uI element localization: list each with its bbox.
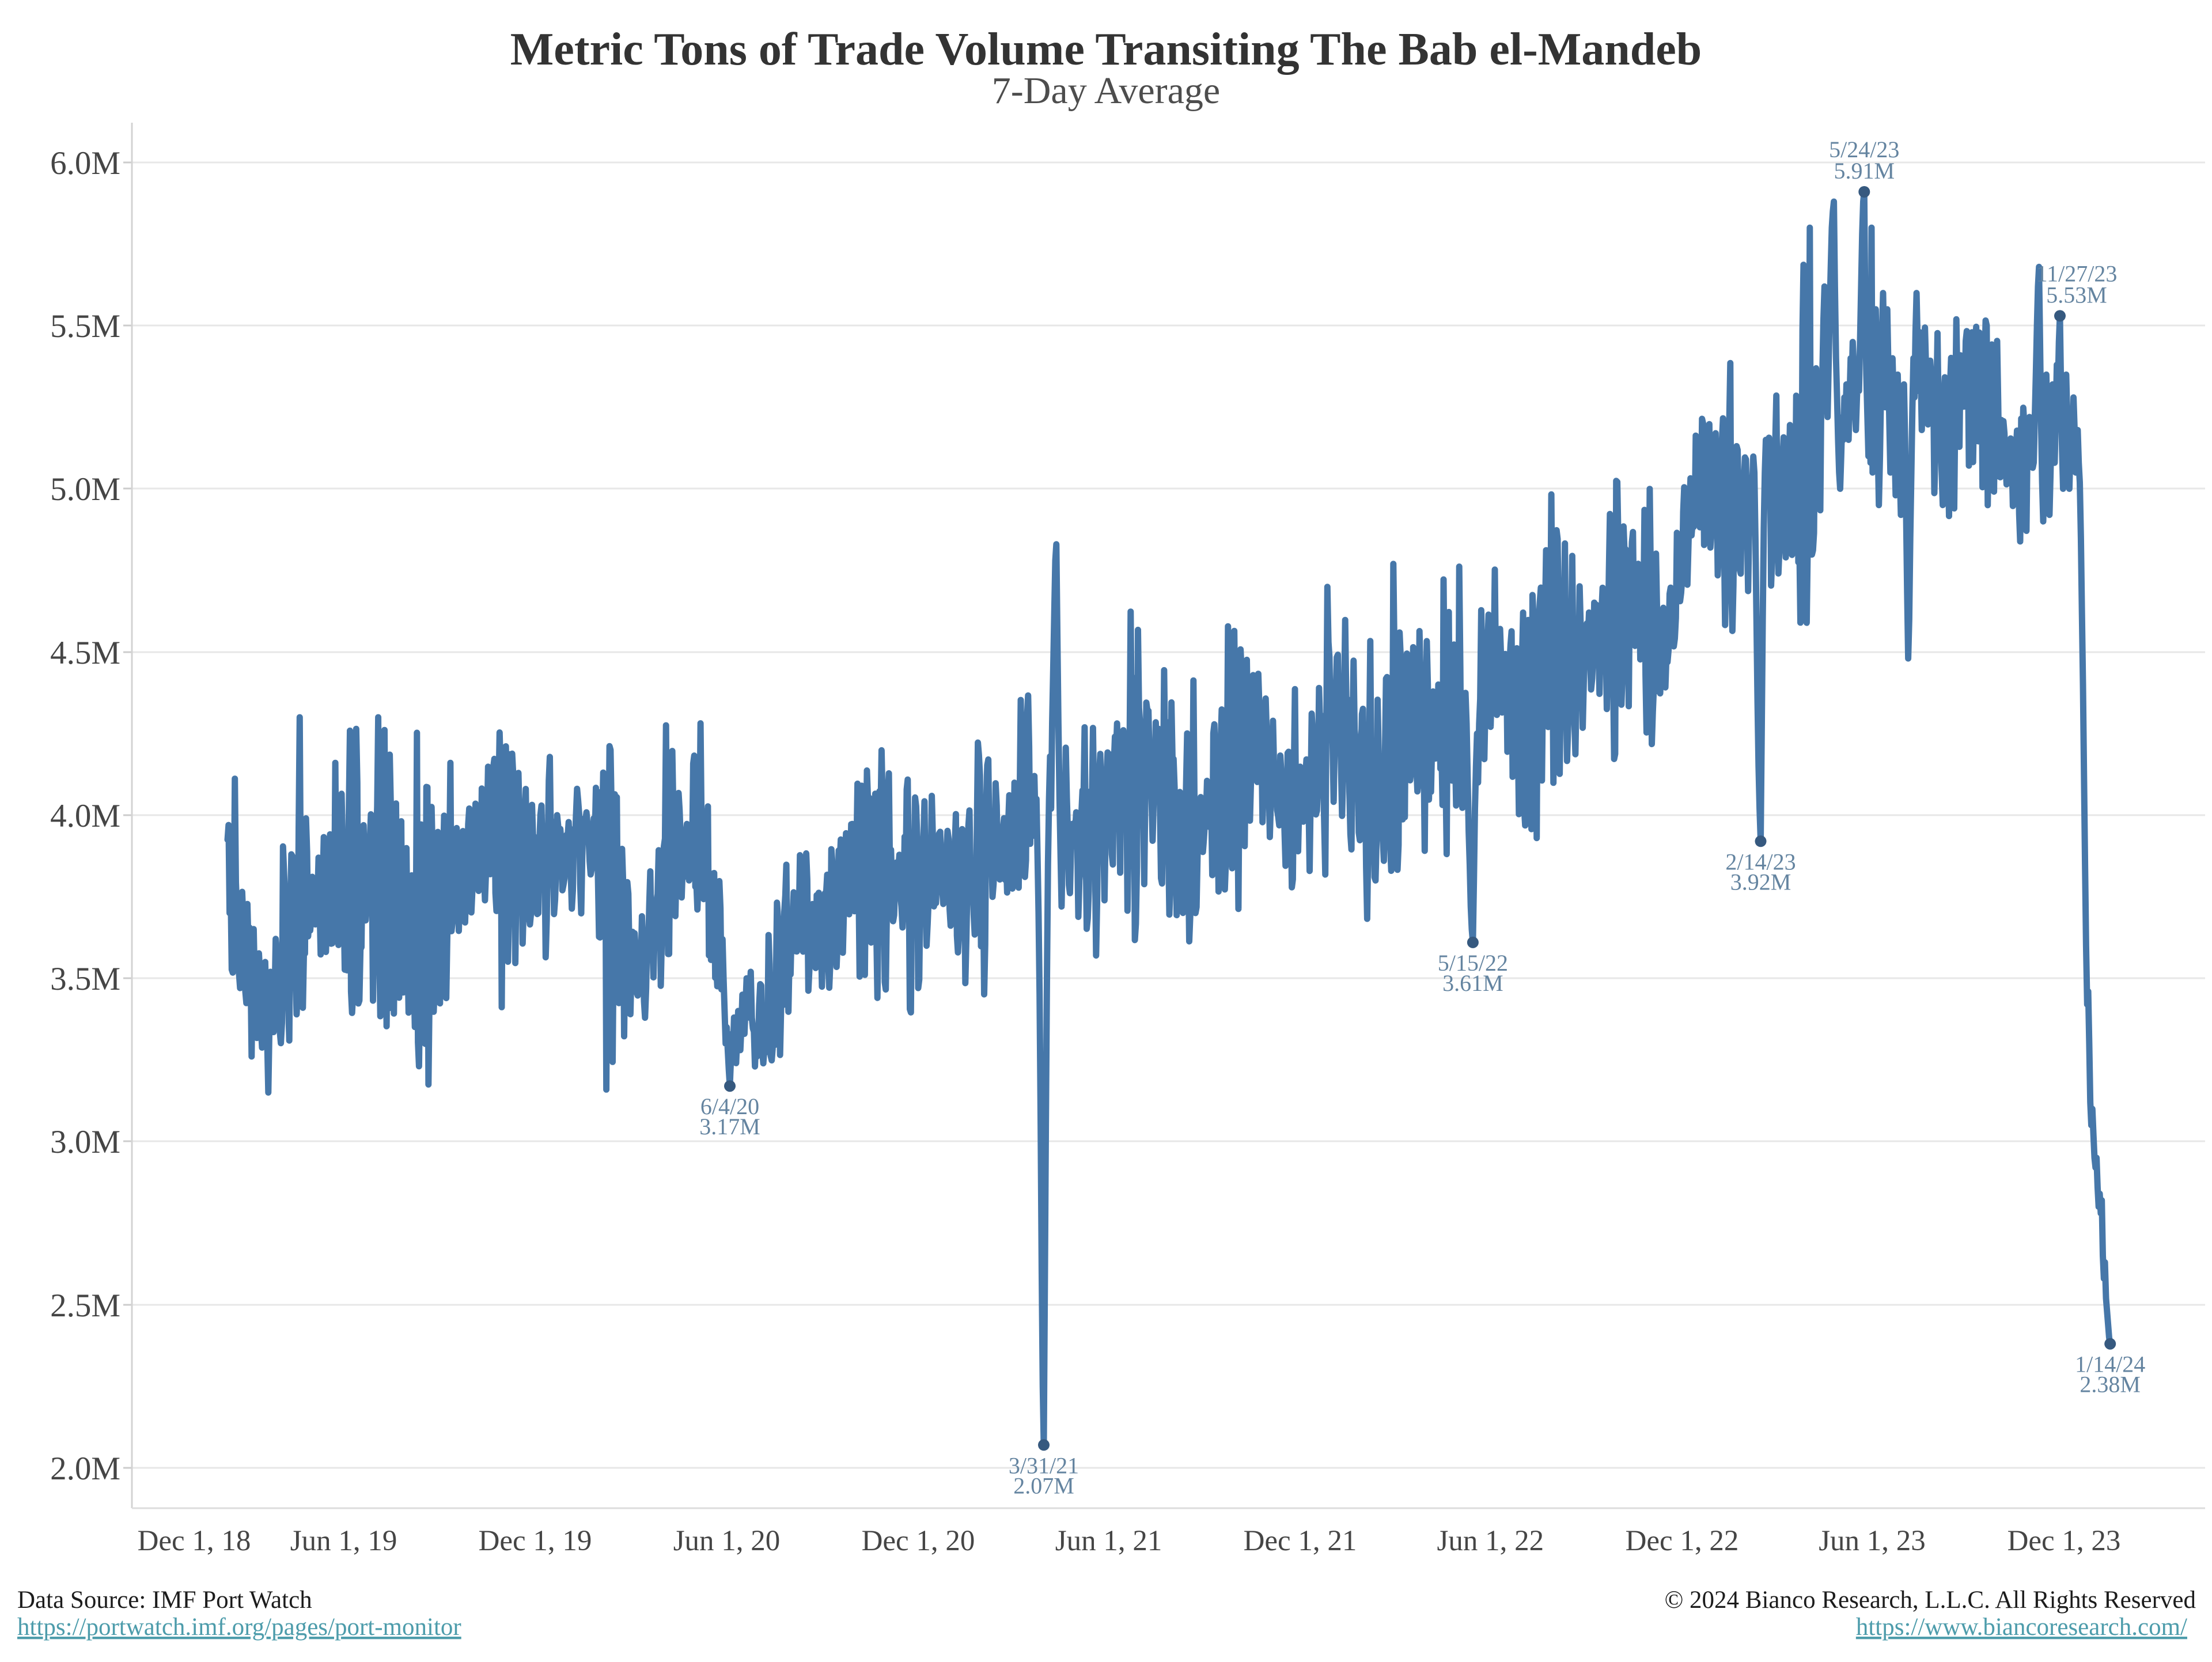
svg-text:5.0M: 5.0M [50, 471, 120, 508]
svg-text:4.0M: 4.0M [50, 798, 120, 834]
svg-text:4.5M: 4.5M [50, 635, 120, 671]
svg-text:Data Source: IMF Port Watch: Data Source: IMF Port Watch [17, 1587, 312, 1614]
svg-text:© 2024 Bianco Research, L.L.C.: © 2024 Bianco Research, L.L.C. All Right… [1665, 1587, 2196, 1614]
svg-text:https://www.biancoresearch.com: https://www.biancoresearch.com/ [1856, 1614, 2187, 1641]
svg-text:5.91M: 5.91M [1834, 158, 1895, 184]
svg-text:2.5M: 2.5M [50, 1288, 120, 1324]
svg-text:Dec 1, 20: Dec 1, 20 [862, 1525, 975, 1557]
svg-text:5/15/22: 5/15/22 [1438, 950, 1508, 976]
svg-text:Jun 1, 19: Jun 1, 19 [290, 1525, 397, 1557]
svg-text:Dec 1, 19: Dec 1, 19 [479, 1525, 592, 1557]
svg-text:Dec 1, 21: Dec 1, 21 [1244, 1525, 1357, 1557]
svg-text:6/4/20: 6/4/20 [700, 1093, 759, 1119]
svg-text:Jun 1, 22: Jun 1, 22 [1437, 1525, 1544, 1557]
svg-text:1/14/24: 1/14/24 [2075, 1351, 2145, 1377]
svg-text:2/14/23: 2/14/23 [1725, 849, 1796, 874]
svg-text:2.38M: 2.38M [2080, 1372, 2141, 1398]
svg-text:2.0M: 2.0M [50, 1451, 120, 1487]
svg-text:https://portwatch.imf.org/page: https://portwatch.imf.org/pages/port-mon… [17, 1614, 461, 1641]
svg-text:Dec 1, 23: Dec 1, 23 [2008, 1525, 2121, 1557]
svg-text:3.5M: 3.5M [50, 961, 120, 997]
svg-text:Jun 1, 23: Jun 1, 23 [1819, 1525, 1926, 1557]
svg-text:Jun 1, 21: Jun 1, 21 [1055, 1525, 1162, 1557]
svg-text:Jun 1, 20: Jun 1, 20 [673, 1525, 781, 1557]
svg-text:3.17M: 3.17M [699, 1114, 760, 1139]
svg-text:Metric Tons of Trade Volume Tr: Metric Tons of Trade Volume Transiting T… [510, 24, 1702, 75]
svg-text:6.0M: 6.0M [50, 145, 120, 181]
svg-text:Dec 1, 18: Dec 1, 18 [138, 1525, 251, 1557]
svg-text:5/24/23: 5/24/23 [1829, 137, 1899, 162]
svg-text:5.5M: 5.5M [50, 308, 120, 344]
svg-text:Dec 1, 22: Dec 1, 22 [1626, 1525, 1739, 1557]
svg-text:2.07M: 2.07M [1013, 1472, 1074, 1498]
svg-text:3.61M: 3.61M [1442, 970, 1503, 996]
svg-text:7-Day Average: 7-Day Average [992, 70, 1220, 112]
svg-text:3.0M: 3.0M [50, 1124, 120, 1160]
svg-text:3.92M: 3.92M [1730, 869, 1791, 895]
svg-text:11/27/23: 11/27/23 [2036, 260, 2118, 286]
svg-text:3/31/21: 3/31/21 [1009, 1452, 1079, 1478]
svg-text:5.53M: 5.53M [2046, 282, 2107, 308]
